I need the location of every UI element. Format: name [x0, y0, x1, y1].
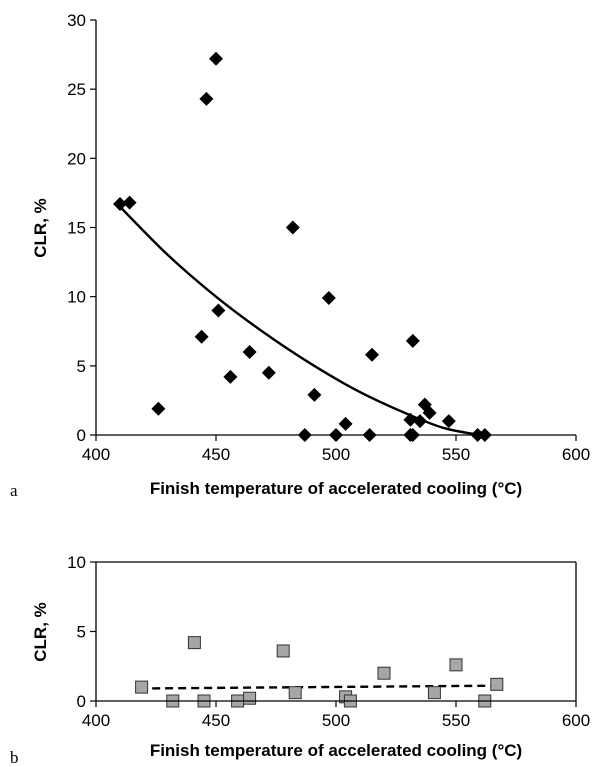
panel-b-label: b [10, 748, 19, 767]
panel-a-data-point [209, 51, 223, 66]
panel-b-data-point [490, 677, 504, 691]
panel-b-trendline [139, 684, 493, 690]
panel-a-y-axis-title: CLR, % [31, 198, 50, 258]
panel-a-y-tick-label: 30 [67, 11, 86, 30]
panel-a-x-tick-label: 450 [202, 445, 230, 464]
panel-b-y-ticks: 0 5 10 [67, 553, 96, 711]
panel-b-data-point [135, 680, 149, 694]
panel-b-x-tick-label: 550 [442, 711, 470, 730]
panel-b-x-tick-label: 600 [562, 711, 590, 730]
panel-b-data-point [427, 686, 441, 700]
panel-a-data-point [413, 414, 427, 429]
panel-a-data-point [338, 416, 353, 431]
panel-a-y-tick-label: 25 [67, 80, 86, 99]
panel-b-x-axis-title: Finish temperature of accelerated coolin… [150, 741, 522, 760]
panel-a-data-point [211, 303, 226, 318]
panel-a-data-point [403, 412, 418, 427]
panel-a-data-point [113, 196, 127, 211]
panel-b-data-point [276, 644, 290, 658]
panel-a-data-point [365, 347, 379, 362]
panel-b-x-tick-label: 400 [82, 711, 110, 730]
panel-b-plot-area: 0 5 10 400 450 500 550 600 [67, 553, 590, 730]
panel-b-data-point [377, 666, 391, 680]
panel-a-data-point [199, 91, 214, 106]
panel-a-data-point [122, 195, 137, 210]
panel-b-data-point [243, 691, 257, 705]
panel-a-x-tick-label: 600 [562, 445, 590, 464]
panel-a-plot-area: 0 5 10 15 20 25 30 400 450 500 550 600 [67, 11, 590, 464]
panel-b-points-group [135, 636, 504, 708]
panel-a-x-ticks: 400 450 500 550 600 [82, 435, 590, 464]
panel-b-x-tick-label: 450 [202, 711, 230, 730]
panel-a-y-ticks: 0 5 10 15 20 25 30 [67, 11, 96, 445]
panel-a-data-point [261, 365, 276, 380]
panel-a-y-tick-label: 15 [67, 219, 86, 238]
panel-b-y-tick-label: 0 [77, 692, 86, 711]
panel-b: 0 5 10 400 450 500 550 600 CLR, % Finish tempe… [10, 553, 590, 767]
panel-a-y-tick-label: 20 [67, 149, 86, 168]
panel-a-x-tick-label: 400 [82, 445, 110, 464]
panel-a-x-tick-label: 550 [442, 445, 470, 464]
panel-a-data-point [441, 414, 456, 429]
panel-a-data-point [405, 333, 420, 348]
panel-b-trendline-group [139, 684, 493, 690]
panel-a-data-point [422, 405, 437, 420]
panel-a-y-tick-label: 10 [67, 288, 86, 307]
panel-a-data-point [242, 345, 257, 359]
panel-a-data-point [321, 291, 336, 306]
panel-b-y-tick-label: 5 [77, 623, 86, 642]
panel-a-data-point [194, 329, 209, 344]
panel-a-data-point [151, 401, 166, 416]
panel-b-y-axis-title: CLR, % [31, 602, 50, 662]
panel-a-y-tick-label: 0 [77, 426, 86, 445]
panel-a-data-point [307, 387, 322, 402]
panel-b-x-tick-label: 500 [322, 711, 350, 730]
panel-a-points-group [113, 51, 492, 442]
panel-a: 0 5 10 15 20 25 30 400 450 500 550 600 CLR, % Fini… [10, 11, 590, 500]
panel-b-data-point [187, 636, 201, 650]
panel-a-x-tick-label: 500 [322, 445, 350, 464]
panel-a-y-tick-label: 5 [77, 357, 86, 376]
panel-a-label: a [10, 481, 18, 500]
panel-b-data-point [449, 658, 463, 672]
panel-b-y-tick-label: 10 [67, 553, 86, 572]
panel-a-data-point [285, 220, 300, 235]
panel-a-trendline-group [119, 205, 481, 437]
panel-a-data-point [223, 369, 238, 384]
panel-a-trendline [119, 205, 481, 437]
panel-b-x-ticks: 400 450 500 550 600 [82, 701, 590, 730]
panel-a-x-axis-title: Finish temperature of accelerated coolin… [150, 479, 522, 498]
panel-b-data-point [288, 686, 302, 700]
